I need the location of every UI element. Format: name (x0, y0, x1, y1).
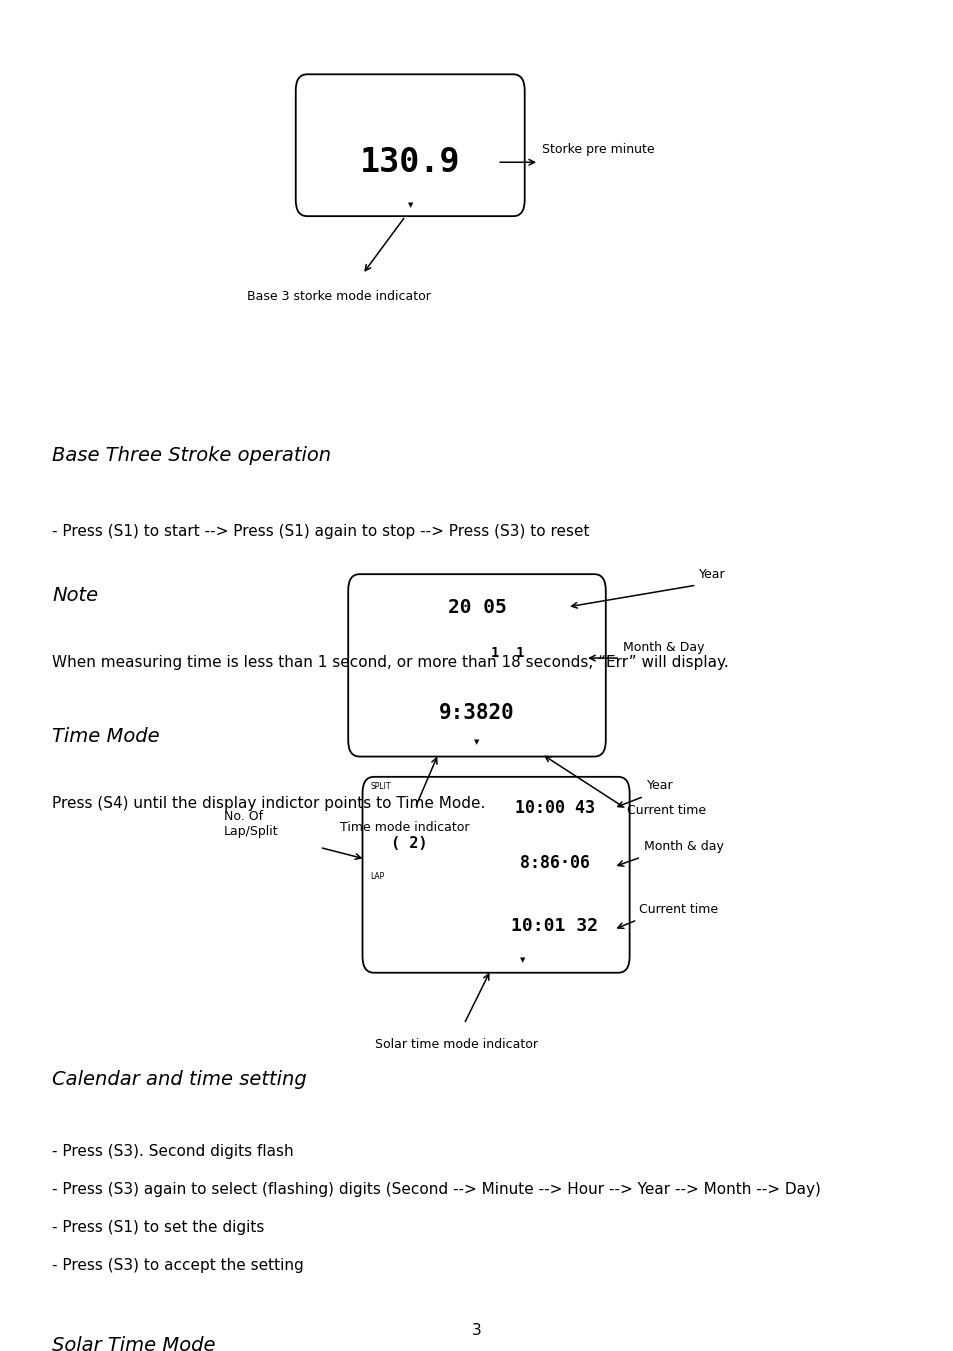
Text: - Press (S1) to start --> Press (S1) again to stop --> Press (S3) to reset: - Press (S1) to start --> Press (S1) aga… (52, 524, 589, 539)
Text: LAP: LAP (370, 873, 384, 881)
Text: Month & day: Month & day (643, 840, 723, 854)
Text: Note: Note (52, 586, 98, 605)
FancyBboxPatch shape (348, 574, 605, 757)
Text: ▼: ▼ (407, 201, 413, 208)
Text: Current time: Current time (626, 804, 705, 817)
Text: Time mode indicator: Time mode indicator (340, 821, 469, 835)
Text: Press (S4) until the display indictor points to Time Mode.: Press (S4) until the display indictor po… (52, 796, 485, 811)
Text: 1  1: 1 1 (491, 646, 524, 659)
Text: 10:01 32: 10:01 32 (511, 917, 598, 935)
Text: Year: Year (646, 780, 673, 793)
Text: ▼: ▼ (474, 739, 479, 746)
Text: Month & Day: Month & Day (622, 642, 703, 654)
Text: 3: 3 (472, 1323, 481, 1339)
Text: - Press (S3). Second digits flash: - Press (S3). Second digits flash (52, 1144, 294, 1159)
Text: Base Three Stroke operation: Base Three Stroke operation (52, 446, 332, 465)
Text: Solar Time Mode: Solar Time Mode (52, 1336, 215, 1351)
Text: Year: Year (699, 569, 725, 581)
Text: When measuring time is less than 1 second, or more than 18 seconds, “Err” will d: When measuring time is less than 1 secon… (52, 655, 728, 670)
FancyBboxPatch shape (295, 74, 524, 216)
Text: 9:3820: 9:3820 (438, 703, 515, 723)
Text: Current time: Current time (639, 902, 718, 916)
Text: Calendar and time setting: Calendar and time setting (52, 1070, 307, 1089)
FancyBboxPatch shape (362, 777, 629, 973)
Text: Time Mode: Time Mode (52, 727, 160, 746)
Text: - Press (S1) to set the digits: - Press (S1) to set the digits (52, 1220, 265, 1235)
Text: Base 3 storke mode indicator: Base 3 storke mode indicator (247, 290, 430, 304)
Text: 20 05: 20 05 (447, 597, 506, 616)
Text: SPLIT: SPLIT (370, 782, 390, 792)
Text: 10:00 43: 10:00 43 (515, 800, 595, 817)
Text: ▼: ▼ (519, 957, 525, 963)
Text: Storke pre minute: Storke pre minute (541, 142, 654, 155)
Text: No. Of
Lap/Split: No. Of Lap/Split (224, 809, 278, 838)
Text: - Press (S3) again to select (flashing) digits (Second --> Minute --> Hour --> Y: - Press (S3) again to select (flashing) … (52, 1182, 821, 1197)
Text: 8:86·06: 8:86·06 (519, 854, 589, 871)
Text: ( 2): ( 2) (391, 836, 427, 851)
Text: Solar time mode indicator: Solar time mode indicator (375, 1038, 537, 1051)
Text: - Press (S3) to accept the setting: - Press (S3) to accept the setting (52, 1258, 304, 1273)
Text: 130.9: 130.9 (359, 146, 460, 178)
